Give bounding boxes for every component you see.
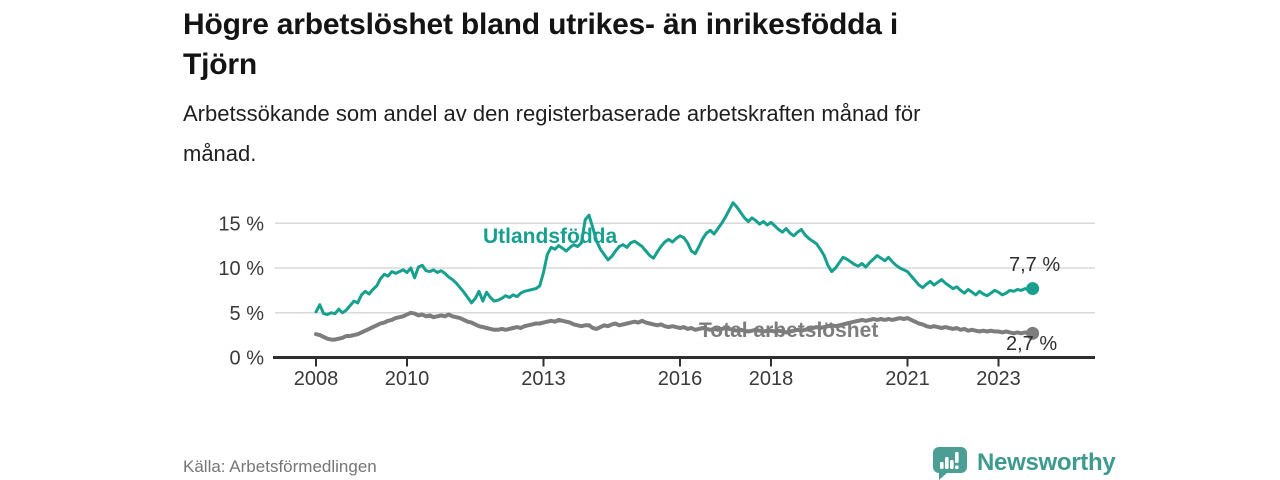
end-dot-total-arbetsl-shet bbox=[1026, 326, 1040, 340]
end-dot-utlandsf-dda bbox=[1026, 282, 1040, 296]
subtitle-line-1: Arbetssökande som andel av den registerb… bbox=[183, 101, 921, 126]
y-tick-label-5: 5 % bbox=[230, 303, 265, 325]
y-tick-label-0: 0 % bbox=[230, 348, 265, 370]
brand-wordmark: Newsworthy bbox=[977, 448, 1116, 476]
line-chart: 0 % 5 % 10 % 15 % 2008 2010 2013 2016 2018 2021 20… bbox=[218, 201, 1095, 390]
newsworthy-logo: Newsworthy bbox=[932, 445, 1116, 480]
x-tick-label-2010: 2010 bbox=[385, 368, 430, 390]
bar-chart-bubble-icon bbox=[933, 446, 967, 480]
x-tick-label-2023: 2023 bbox=[976, 368, 1021, 390]
source-caption: Källa: Arbetsförmedlingen bbox=[183, 457, 377, 476]
series-label-total-arbetsloshet: Total arbetslöshet bbox=[699, 319, 879, 342]
page-title: Högre arbetslöshet bland utrikes- än inr… bbox=[183, 5, 1143, 85]
y-tick-label-10: 10 % bbox=[218, 258, 264, 280]
end-value-label-utlandsfodda: 7,7 % bbox=[1009, 254, 1061, 276]
title-line-2: Tjörn bbox=[183, 48, 257, 81]
chart-subtitle: Arbetssökande som andel av den registerb… bbox=[183, 94, 1083, 174]
end-value-label-total: 2,7 % bbox=[1006, 333, 1058, 355]
subtitle-line-2: månad. bbox=[183, 141, 257, 166]
x-tick-label-2013: 2013 bbox=[521, 368, 566, 390]
x-tick-label-2021: 2021 bbox=[885, 368, 930, 390]
x-tick-label-2018: 2018 bbox=[749, 368, 794, 390]
x-tick-label-2008: 2008 bbox=[294, 368, 339, 390]
title-line-1: Högre arbetslöshet bland utrikes- än inr… bbox=[183, 8, 898, 41]
series-label-utlandsfodda: Utlandsfödda bbox=[483, 225, 618, 248]
series-line-total-arbetsl-shet bbox=[314, 310, 1035, 342]
x-tick-label-2016: 2016 bbox=[658, 368, 703, 390]
y-tick-label-15: 15 % bbox=[218, 213, 264, 235]
series-line-utlandsf-dda bbox=[314, 201, 1035, 316]
